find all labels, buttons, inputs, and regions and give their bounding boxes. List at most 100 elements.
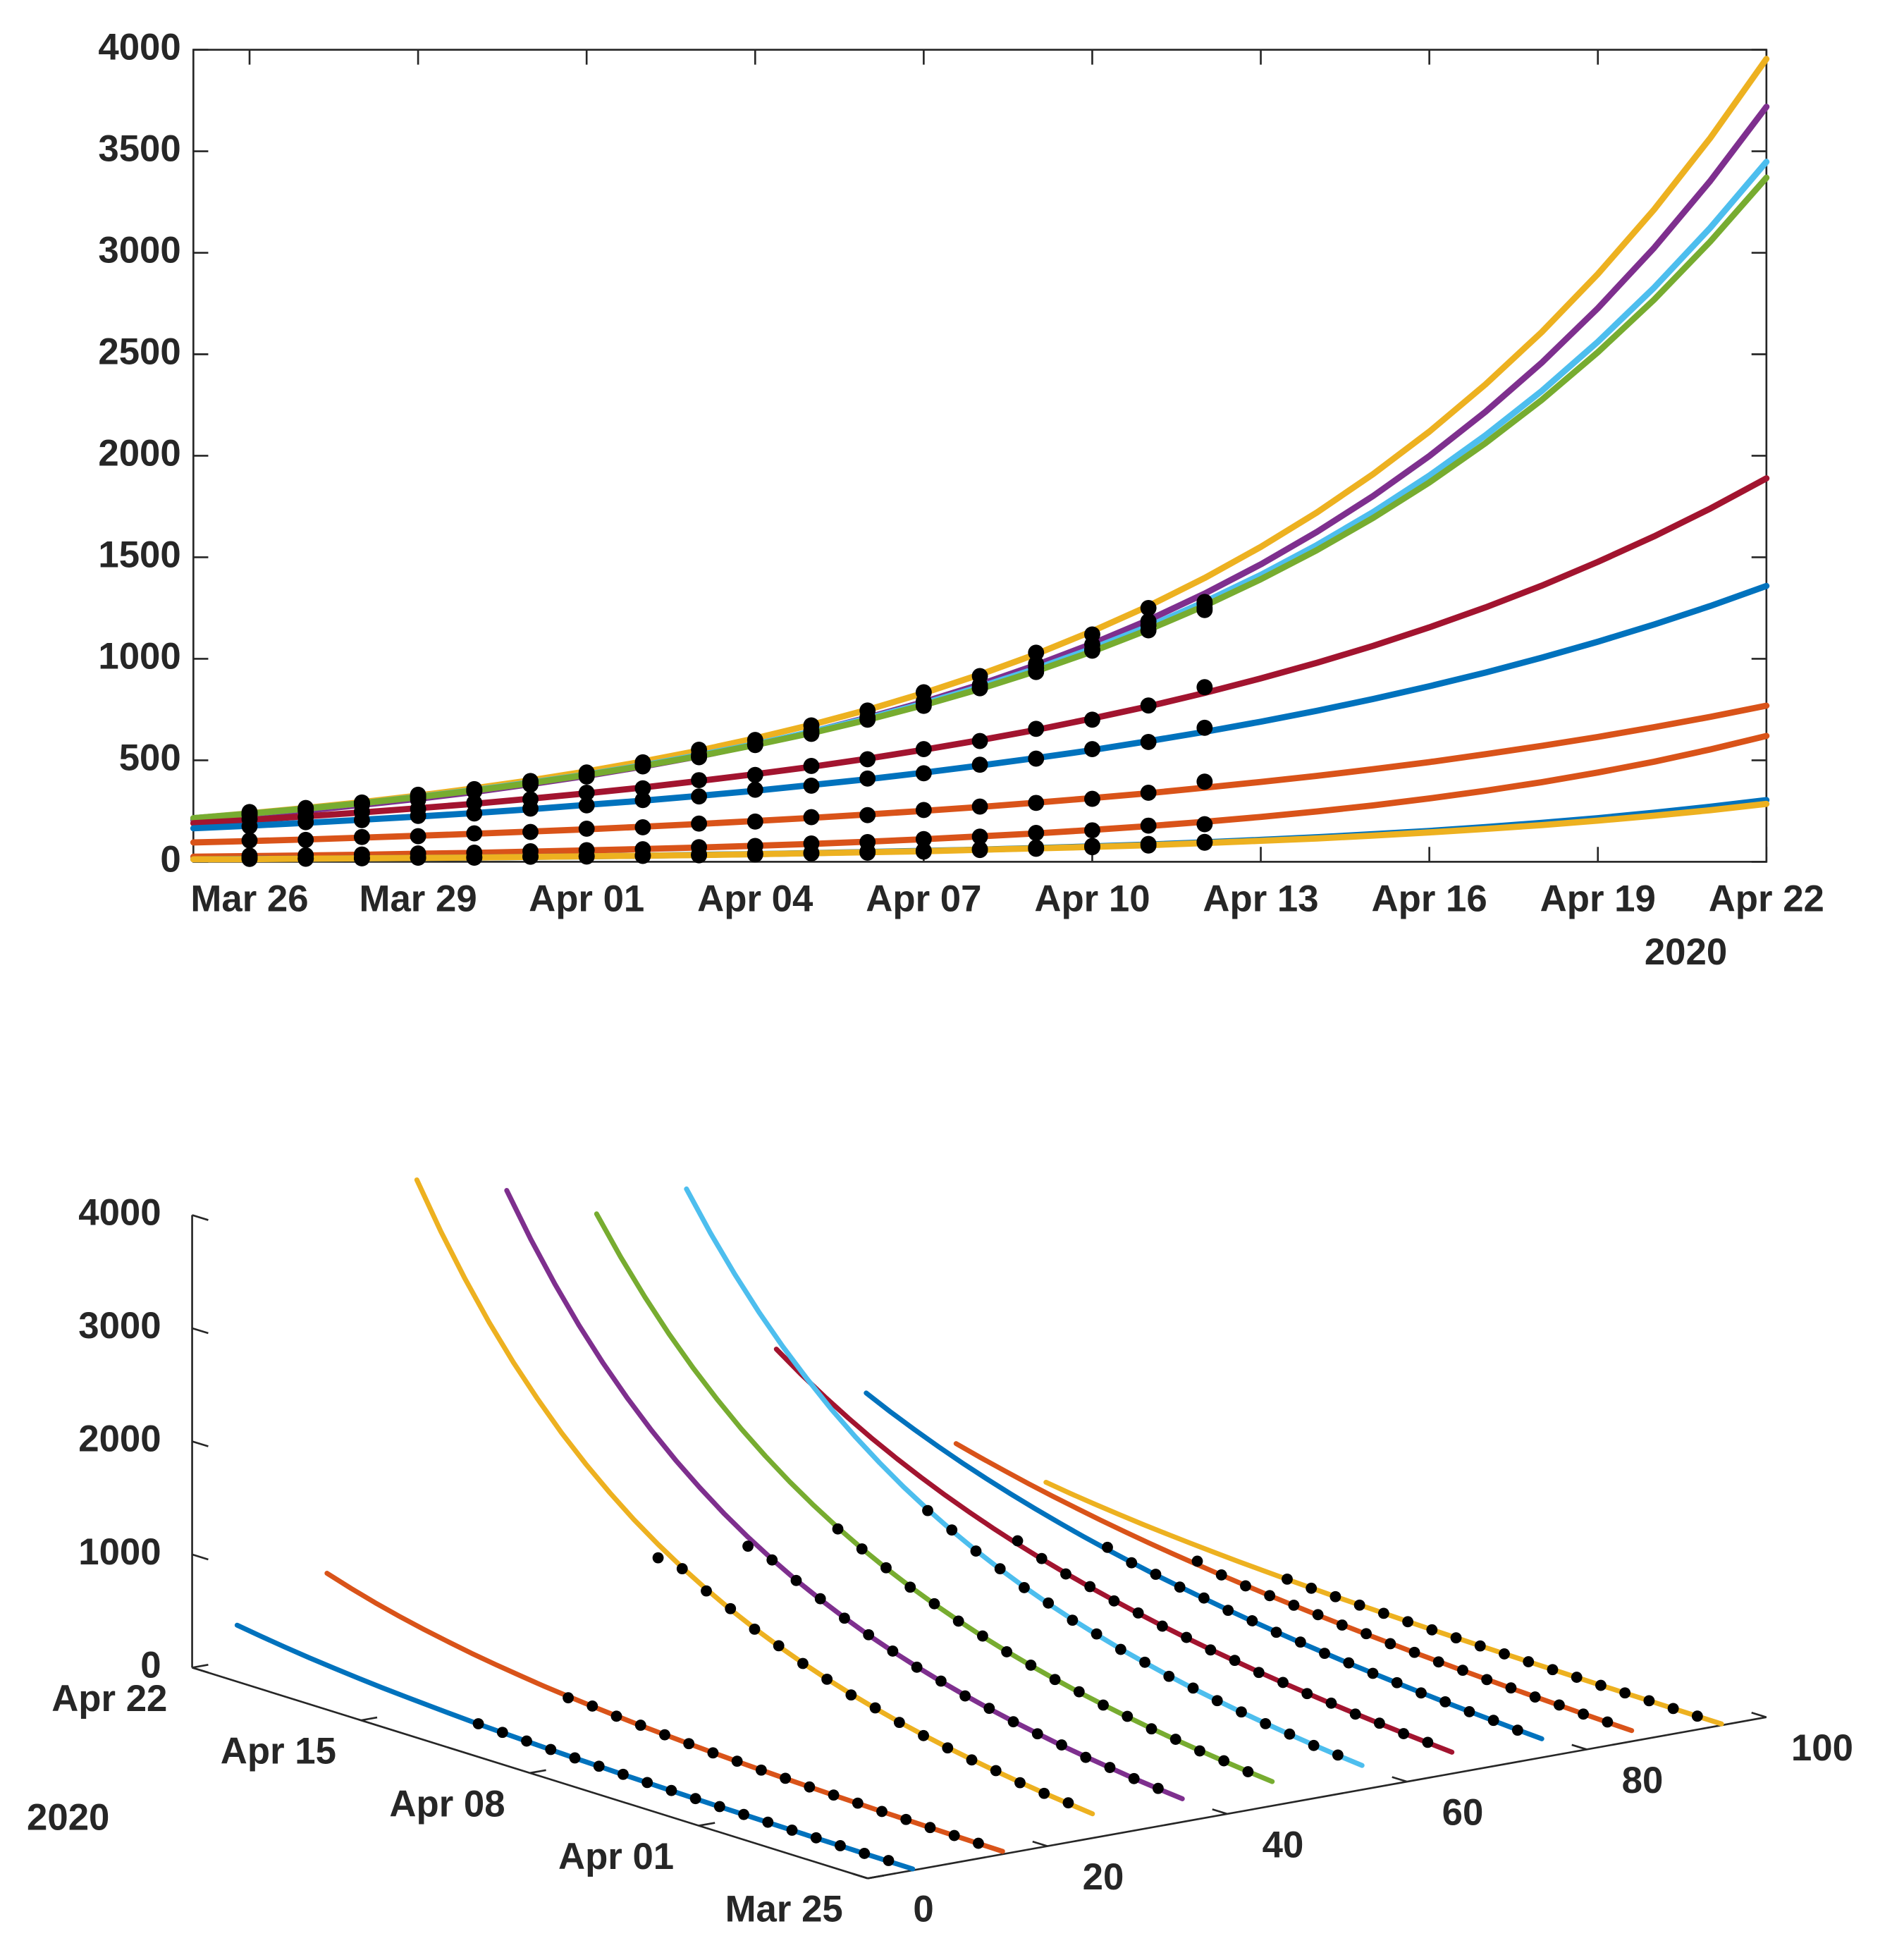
observed-dot bbox=[297, 831, 314, 848]
observed-dot-3d bbox=[1067, 1614, 1079, 1626]
observed-dot-3d bbox=[1367, 1667, 1379, 1679]
observed-dot bbox=[747, 846, 763, 863]
value-tick bbox=[192, 1553, 209, 1561]
observed-dot-3d bbox=[701, 1585, 712, 1597]
observed-dot-3d bbox=[1312, 1609, 1324, 1621]
observed-dot bbox=[241, 850, 258, 867]
fit-line-3d bbox=[1043, 1479, 1724, 1727]
depth-tick bbox=[1751, 1711, 1767, 1718]
x-tick-label: Apr 13 bbox=[1203, 878, 1318, 920]
date-year-label: 2020 bbox=[27, 1797, 109, 1839]
observed-dot bbox=[1140, 734, 1157, 750]
observed-dot-3d bbox=[1481, 1674, 1493, 1686]
observed-dot-3d bbox=[832, 1523, 844, 1535]
observed-dot bbox=[971, 756, 988, 773]
observed-dot-3d bbox=[1474, 1640, 1486, 1652]
observed-dot-3d bbox=[652, 1552, 664, 1564]
observed-dot bbox=[1028, 644, 1045, 661]
x-tick-label: Mar 26 bbox=[190, 878, 308, 920]
observed-dot-3d bbox=[1349, 1708, 1361, 1720]
observed-dot-3d bbox=[948, 1829, 960, 1841]
observed-dot bbox=[353, 811, 370, 828]
observed-dot bbox=[859, 751, 876, 768]
observed-dot bbox=[578, 785, 595, 801]
fit-line-3d bbox=[234, 1622, 916, 1872]
observed-dot-3d bbox=[618, 1768, 629, 1780]
x-tick-label: Apr 19 bbox=[1540, 878, 1656, 920]
observed-dot-3d bbox=[1325, 1697, 1337, 1709]
observed-dot-3d bbox=[610, 1710, 622, 1722]
value-tick-label: 3000 bbox=[78, 1305, 161, 1347]
observed-dot-3d bbox=[1402, 1616, 1414, 1628]
observed-dot-3d bbox=[942, 1742, 954, 1754]
observed-dot bbox=[1196, 679, 1213, 696]
value-tick-label: 2000 bbox=[78, 1418, 161, 1459]
observed-dot-3d bbox=[762, 1816, 774, 1828]
observed-dot bbox=[1028, 795, 1045, 811]
observed-dot-3d bbox=[731, 1755, 743, 1767]
observed-dot-3d bbox=[797, 1657, 809, 1669]
observed-dot-3d bbox=[1014, 1777, 1026, 1789]
observed-dot-3d bbox=[665, 1784, 677, 1796]
observed-dot-3d bbox=[1329, 1590, 1341, 1602]
observed-dot-3d bbox=[1343, 1657, 1355, 1669]
observed-dot-3d bbox=[1222, 1605, 1234, 1617]
fit-line bbox=[190, 56, 1770, 821]
observed-dot-3d bbox=[738, 1808, 749, 1820]
observed-dot-3d bbox=[935, 1675, 947, 1687]
observed-dot bbox=[1084, 822, 1100, 839]
observed-dot-3d bbox=[1294, 1636, 1306, 1648]
observed-dot-3d bbox=[1361, 1628, 1372, 1640]
fit-line-3d bbox=[504, 1188, 1185, 1801]
observed-dot-3d bbox=[713, 1801, 725, 1813]
observed-dot bbox=[1196, 773, 1213, 790]
date-tick-label: Apr 15 bbox=[221, 1731, 336, 1772]
observed-dot-3d bbox=[545, 1743, 557, 1755]
observed-dot bbox=[971, 733, 988, 749]
observed-dot-3d bbox=[742, 1540, 754, 1552]
observed-dot-3d bbox=[1308, 1739, 1320, 1751]
observed-dot-3d bbox=[1043, 1597, 1055, 1609]
observed-dot-3d bbox=[983, 1703, 995, 1715]
date-tick bbox=[699, 1822, 715, 1827]
observed-dot bbox=[1140, 837, 1157, 854]
observed-dot-3d bbox=[1019, 1582, 1030, 1593]
depth-tick-label: 80 bbox=[1622, 1760, 1664, 1801]
observed-dot-3d bbox=[810, 1832, 822, 1844]
observed-dot-3d bbox=[1643, 1695, 1655, 1707]
observed-dot-3d bbox=[1150, 1569, 1162, 1580]
observed-dot-3d bbox=[1056, 1739, 1067, 1751]
observed-dot-3d bbox=[1487, 1715, 1499, 1727]
observed-dot-3d bbox=[766, 1554, 778, 1566]
observed-dot-3d bbox=[725, 1602, 737, 1614]
value-tick bbox=[192, 1327, 209, 1335]
observed-dot-3d bbox=[1547, 1664, 1559, 1676]
y-tick-label: 3000 bbox=[98, 229, 180, 271]
observed-dot-3d bbox=[1104, 1762, 1116, 1773]
observed-dot-3d bbox=[1012, 1535, 1024, 1547]
observed-dot-3d bbox=[1523, 1656, 1535, 1667]
observed-dot bbox=[634, 847, 651, 864]
observed-dot-3d bbox=[994, 1563, 1006, 1575]
observed-dot-3d bbox=[1450, 1632, 1462, 1644]
observed-dot-3d bbox=[924, 1822, 936, 1834]
value-tick-label: 1000 bbox=[78, 1531, 161, 1573]
observed-dot-3d bbox=[1215, 1569, 1227, 1581]
observed-dot bbox=[1028, 825, 1045, 841]
observed-dot-3d bbox=[1191, 1555, 1203, 1567]
observed-dot-3d bbox=[1049, 1674, 1061, 1686]
observed-dot-3d bbox=[1264, 1590, 1276, 1602]
observed-dot bbox=[241, 818, 258, 835]
observed-dot-3d bbox=[780, 1772, 792, 1784]
observed-dot-3d bbox=[821, 1673, 833, 1685]
date-tick bbox=[867, 1874, 885, 1880]
date-tick-label: Apr 22 bbox=[51, 1678, 167, 1720]
x-tick-label: Apr 10 bbox=[1034, 878, 1150, 920]
observed-dot-3d bbox=[856, 1543, 868, 1555]
value-tick-label: 0 bbox=[140, 1644, 161, 1686]
observed-dot bbox=[1028, 663, 1045, 680]
observed-dot-3d bbox=[959, 1690, 971, 1702]
observed-dot bbox=[915, 741, 932, 757]
observed-dot bbox=[634, 780, 651, 797]
